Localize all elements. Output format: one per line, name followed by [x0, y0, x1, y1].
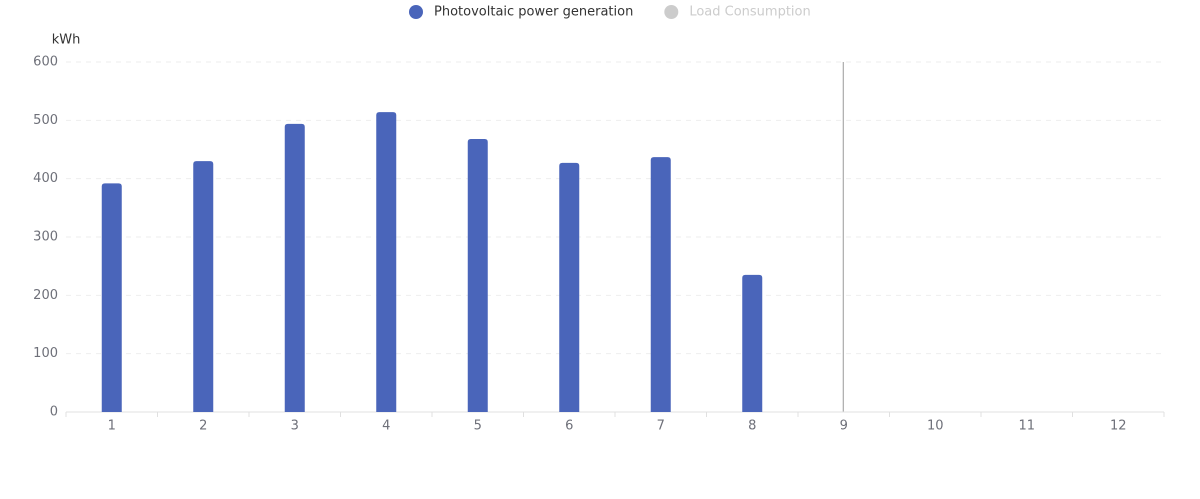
bar	[284, 123, 305, 412]
x-tick-label: 10	[927, 419, 944, 434]
legend-marker[interactable]	[664, 5, 679, 19]
legend-label[interactable]: Load Consumption	[689, 5, 810, 20]
y-tick-label: 600	[33, 55, 58, 70]
legend-marker[interactable]	[409, 5, 423, 19]
bar	[193, 161, 214, 412]
bar	[101, 183, 122, 412]
x-tick-label: 5	[474, 419, 482, 434]
y-axis-label: kWh	[52, 33, 81, 48]
y-tick-label: 200	[33, 288, 58, 303]
bar	[467, 139, 488, 412]
bar	[742, 274, 763, 412]
x-tick-label: 4	[382, 419, 390, 434]
bar	[559, 162, 580, 412]
x-tick-label: 12	[1110, 419, 1127, 434]
bar	[376, 112, 397, 413]
x-tick-label: 3	[291, 419, 299, 434]
x-tick-label: 11	[1018, 419, 1035, 434]
x-tick-label: 1	[108, 419, 116, 434]
x-tick-label: 6	[565, 419, 573, 434]
bar	[650, 157, 671, 412]
x-tick-label: 8	[748, 419, 756, 434]
y-tick-label: 300	[33, 230, 58, 245]
y-tick-label: 100	[33, 346, 58, 361]
x-tick-label: 2	[199, 419, 207, 434]
legend-label[interactable]: Photovoltaic power generation	[434, 5, 633, 20]
x-tick-label: 9	[840, 419, 848, 434]
y-tick-label: 0	[50, 405, 58, 420]
y-tick-label: 500	[33, 113, 58, 128]
y-tick-label: 400	[33, 171, 58, 186]
x-tick-label: 7	[657, 419, 665, 434]
